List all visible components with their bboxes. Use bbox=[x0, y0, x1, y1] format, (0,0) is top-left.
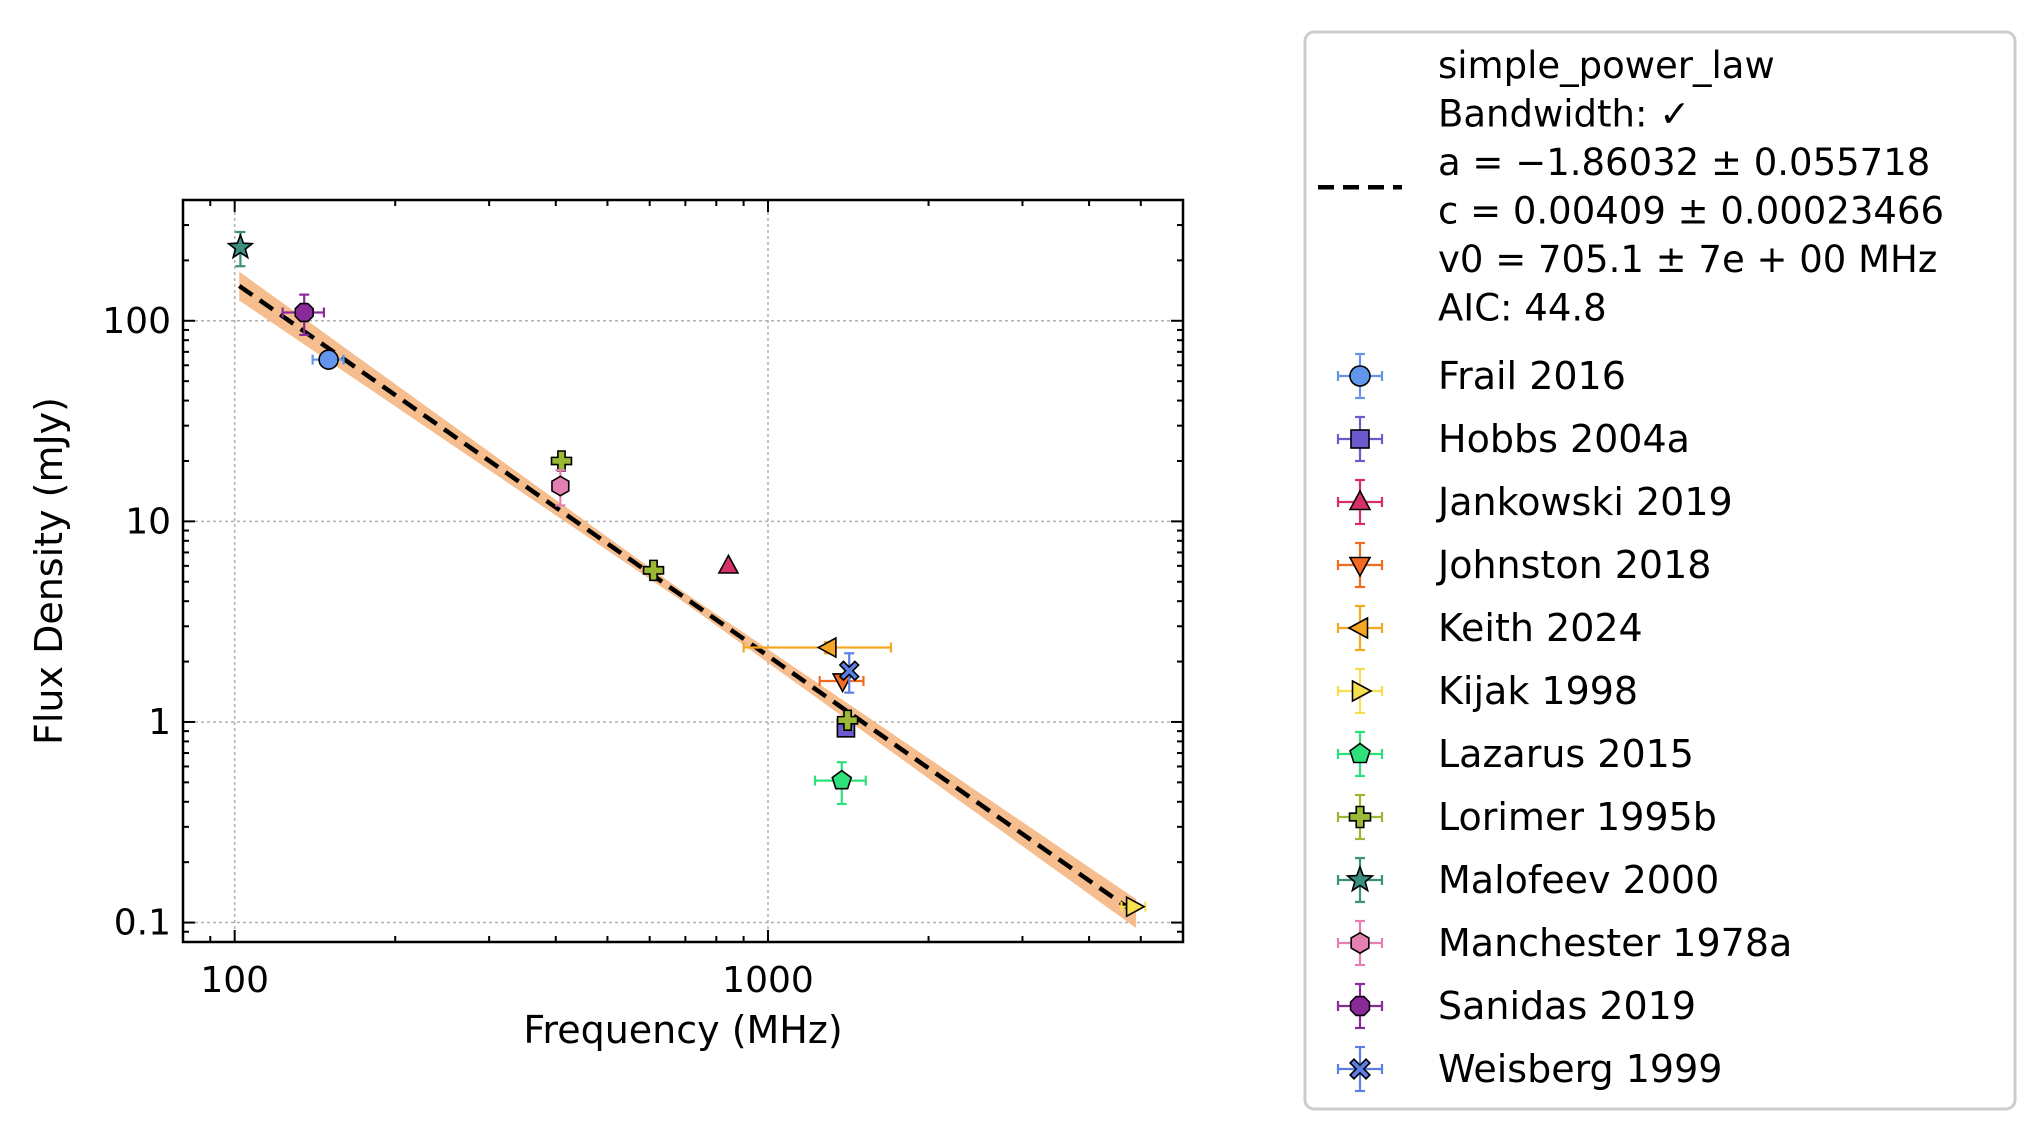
data-point-keith-2024 bbox=[742, 636, 893, 659]
legend-fit-text: Bandwidth: ✓ bbox=[1438, 93, 1690, 136]
legend: simple_power_law Bandwidth: ✓ a = −1.86032… bbox=[1303, 30, 2017, 1111]
legend-label: Keith 2024 bbox=[1438, 606, 1643, 650]
legend-entry: Manchester 1978a bbox=[1336, 919, 1792, 967]
data-point-frail-2016 bbox=[311, 349, 345, 370]
marker-hexagon bbox=[551, 475, 570, 497]
data-point-malofeev-2000 bbox=[226, 230, 255, 268]
fit-band-layer bbox=[239, 271, 1137, 929]
fit-line-layer bbox=[237, 284, 1138, 916]
legend-label: Lazarus 2015 bbox=[1438, 732, 1694, 776]
marker-triangle-right bbox=[1125, 895, 1146, 918]
x-tick-label: 100 bbox=[200, 960, 269, 1001]
data-points-layer bbox=[226, 230, 1147, 918]
y-tick-label: 0.1 bbox=[114, 903, 171, 944]
legend-fit-text: c = 0.00409 ± 0.00023466 bbox=[1438, 190, 1944, 233]
legend-fit-text: a = −1.86032 ± 0.055718 bbox=[1438, 141, 1930, 184]
legend-label: Malofeev 2000 bbox=[1438, 858, 1719, 902]
legend-entry: Sanidas 2019 bbox=[1336, 982, 1696, 1030]
legend-label: Hobbs 2004a bbox=[1438, 417, 1690, 461]
x-tick-label: 1000 bbox=[722, 960, 814, 1001]
legend-entry: Malofeev 2000 bbox=[1336, 856, 1719, 904]
legend-marker-triangle-up bbox=[1348, 489, 1372, 511]
legend-marker-pentagon bbox=[1349, 742, 1371, 764]
legend-entry: Johnston 2018 bbox=[1336, 541, 1711, 589]
marker-star bbox=[226, 232, 255, 260]
legend-marker-circle bbox=[1349, 365, 1371, 387]
legend-label: Sanidas 2019 bbox=[1438, 984, 1696, 1028]
legend-marker-triangle-down bbox=[1348, 556, 1372, 578]
y-tick-label: 1 bbox=[148, 702, 171, 743]
legend-label: Kijak 1998 bbox=[1438, 669, 1638, 713]
legend-fit-text: v0 = 705.1 ± 7e + 00 MHz bbox=[1438, 238, 1937, 281]
data-point-weisberg-1999 bbox=[838, 652, 860, 694]
marker-plus bbox=[550, 450, 573, 472]
grid bbox=[183, 200, 1183, 942]
legend-marker-triangle-right bbox=[1351, 679, 1373, 703]
legend-entry: Jankowski 2019 bbox=[1336, 478, 1733, 526]
legend-entry: Hobbs 2004a bbox=[1336, 415, 1690, 463]
legend-label: Weisberg 1999 bbox=[1438, 1047, 1722, 1091]
legend-marker-x bbox=[1349, 1058, 1371, 1080]
legend-marker-star bbox=[1345, 864, 1375, 893]
legend-marker-plus bbox=[1348, 805, 1372, 829]
data-point-lorimer-1995b bbox=[642, 559, 665, 582]
data-point-lorimer-1995b bbox=[836, 709, 859, 732]
legend-entry: Weisberg 1999 bbox=[1336, 1045, 1722, 1093]
marker-plus bbox=[642, 559, 665, 582]
legend-marker-hexagon bbox=[1350, 931, 1370, 955]
data-point-lazarus-2015 bbox=[813, 761, 867, 806]
data-point-jankowski-2019 bbox=[717, 553, 740, 574]
legend-fit-text: simple_power_law bbox=[1438, 44, 1775, 87]
legend-entry: Kijak 1998 bbox=[1336, 667, 1638, 715]
legend-label: Manchester 1978a bbox=[1438, 921, 1792, 965]
y-axis-label: Flux Density (mJy) bbox=[27, 397, 71, 745]
marker-pentagon bbox=[831, 769, 853, 790]
fit-uncertainty-band bbox=[239, 271, 1137, 929]
data-point-manchester-1978a bbox=[551, 469, 570, 507]
legend-marker-octagon bbox=[1349, 995, 1371, 1017]
legend-label: Frail 2016 bbox=[1438, 354, 1626, 398]
y-tick-label: 100 bbox=[102, 301, 171, 342]
marker-circle bbox=[318, 349, 339, 370]
legend-entry: Lazarus 2015 bbox=[1336, 730, 1694, 778]
marker-triangle-up bbox=[717, 553, 740, 574]
fit-line bbox=[237, 284, 1138, 916]
legend-entry: Keith 2024 bbox=[1336, 604, 1643, 652]
marker-triangle-left bbox=[816, 636, 837, 659]
data-point-kijak-1998 bbox=[1120, 895, 1147, 918]
legend-entry: Lorimer 1995b bbox=[1336, 793, 1717, 841]
plot-frame bbox=[181, 198, 1185, 944]
legend-entries: simple_power_law Bandwidth: ✓ a = −1.86032… bbox=[1318, 44, 1944, 1093]
y-tick-label: 10 bbox=[125, 501, 171, 542]
data-point-sanidas-2019 bbox=[281, 293, 326, 337]
x-axis-label: Frequency (MHz) bbox=[523, 1008, 842, 1052]
data-point-lorimer-1995b bbox=[550, 450, 573, 472]
legend-box bbox=[1303, 30, 2017, 1111]
marker-octagon bbox=[294, 302, 314, 323]
legend-marker-square bbox=[1350, 429, 1370, 449]
legend-entry: Frail 2016 bbox=[1336, 352, 1626, 400]
legend-marker-triangle-left bbox=[1347, 616, 1369, 640]
marker-plus bbox=[836, 709, 859, 732]
axis-ticks: 100 1000 0.1 1 10 100 bbox=[102, 200, 1183, 1001]
legend-label: Lorimer 1995b bbox=[1438, 795, 1717, 839]
legend-fit-text: AIC: 44.8 bbox=[1438, 287, 1607, 330]
marker-x bbox=[838, 660, 860, 682]
legend-label: Jankowski 2019 bbox=[1436, 480, 1733, 524]
legend-label: Johnston 2018 bbox=[1436, 543, 1711, 587]
